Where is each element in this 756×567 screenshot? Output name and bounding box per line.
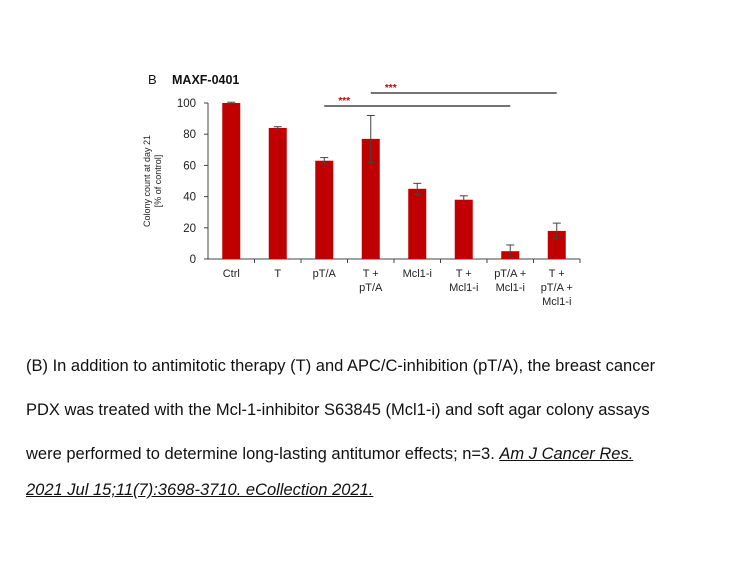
x-tick-label: Ctrl <box>223 268 240 280</box>
y-axis-label-unit: [% of control] <box>153 155 163 208</box>
bar <box>222 103 241 259</box>
caption-line-1: (B) In addition to antimitotic therapy (… <box>26 357 656 375</box>
caption-line-4: 2021 Jul 15;11(7):3698-3710. eCollection… <box>26 481 746 500</box>
x-tick-label: T + <box>363 268 379 280</box>
citation-link-part2[interactable]: 2021 Jul 15;11(7):3698-3710. eCollection… <box>26 481 374 499</box>
x-tick-label: Mcl1-i <box>403 268 432 280</box>
x-tick-label: T + <box>549 268 565 280</box>
panel-letter: B <box>148 72 157 87</box>
bar <box>361 138 380 259</box>
y-tick-label: 100 <box>177 98 196 110</box>
y-tick-label: 80 <box>183 129 196 141</box>
bar <box>315 160 334 259</box>
x-tick-label: Mcl1-i <box>496 282 525 294</box>
caption-line-3-text: were performed to determine long-lasting… <box>26 445 495 463</box>
caption-line-3: were performed to determine long-lasting… <box>26 445 746 464</box>
x-tick-label: T + <box>456 268 472 280</box>
citation-link-part1[interactable]: Am J Cancer Res. <box>499 445 634 463</box>
x-tick-label: Mcl1-i <box>542 296 571 308</box>
chart-title: MAXF-0401 <box>172 73 239 87</box>
x-tick-label: pT/A + <box>541 282 573 294</box>
x-tick-label: pT/A <box>359 282 383 294</box>
chart-area: B MAXF-0401 0 20 40 60 80 100 Colony count at da… <box>142 72 581 308</box>
y-tick-label: 0 <box>190 254 196 266</box>
bar <box>454 199 473 259</box>
x-tick-label: pT/A <box>313 268 337 280</box>
bar <box>408 188 427 259</box>
x-tick-label: pT/A + <box>494 268 526 280</box>
caption-line-2: PDX was treated with the Mcl-1-inhibitor… <box>26 401 650 419</box>
bar <box>547 230 566 259</box>
significance-label: *** <box>385 83 397 94</box>
y-tick-label: 60 <box>183 160 196 172</box>
x-tick-label: Mcl1-i <box>449 282 478 294</box>
significance-label: *** <box>338 96 350 107</box>
y-tick-label: 40 <box>183 192 196 204</box>
y-tick-label: 20 <box>183 223 196 235</box>
y-axis-label: Colony count at day 21 <box>142 135 152 227</box>
bar-chart: B MAXF-0401 0 20 40 60 80 100 Colony count at da… <box>142 72 581 308</box>
bar <box>268 127 287 260</box>
x-tick-label: T <box>274 268 281 280</box>
